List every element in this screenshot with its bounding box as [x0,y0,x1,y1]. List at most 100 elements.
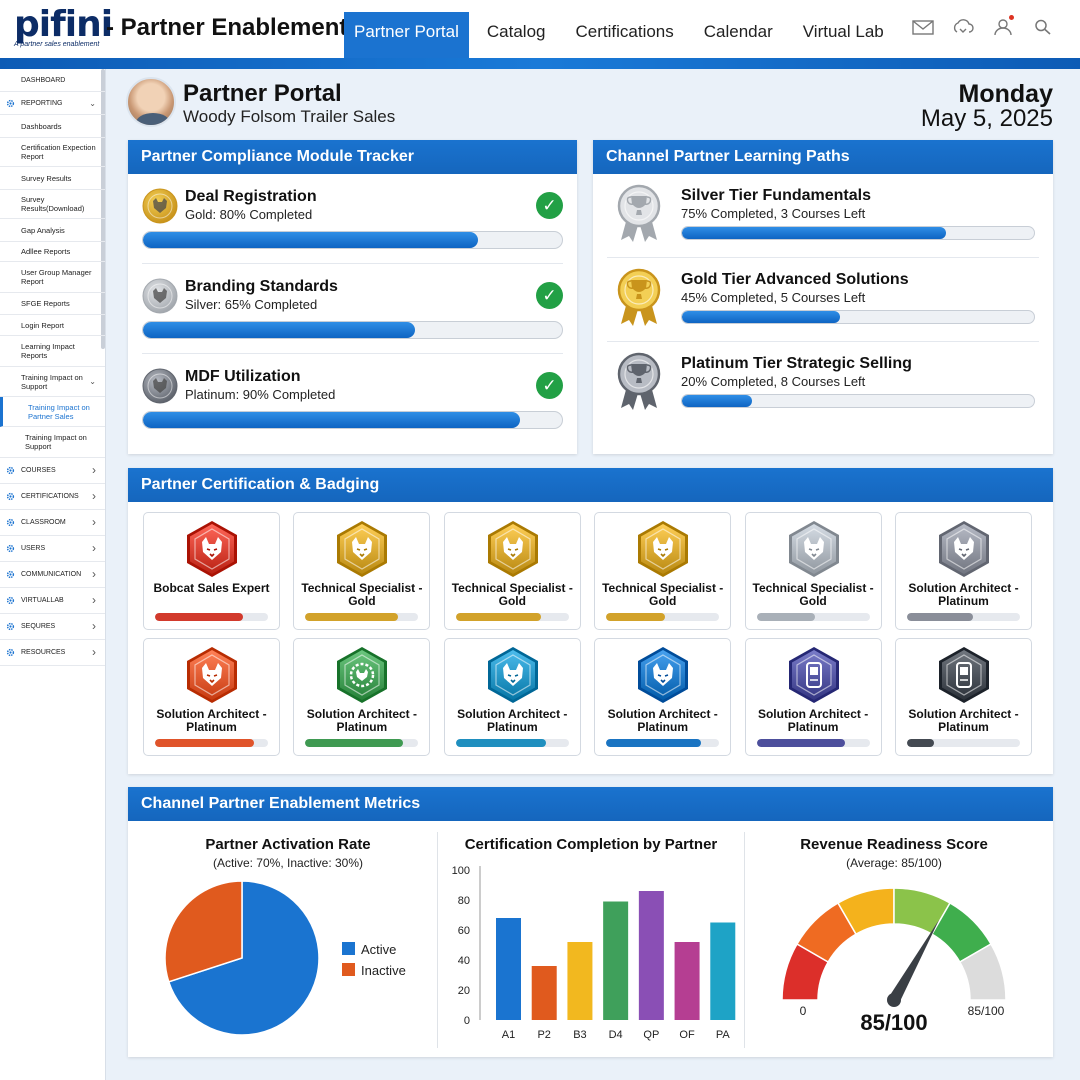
nav-tab-virtual-lab[interactable]: Virtual Lab [802,22,884,41]
certification-badge[interactable]: Solution Architect - Platinum [143,638,280,756]
sidebar-item-resources[interactable]: RESOURCES › [0,640,105,666]
bobcat-icon [788,521,839,577]
x-tick-label: PA [716,1029,731,1041]
learning-paths-heading: Channel Partner Learning Paths [593,140,1053,174]
chevron-right-icon: › [92,515,96,529]
sidebar-item-classroom[interactable]: CLASSROOM › [0,510,105,536]
pie-slice-inactive[interactable] [164,880,243,983]
device-icon [788,647,839,703]
sidebar-item-certification-expection-report[interactable]: Certification Expection Report [0,138,105,167]
chevron-down-icon: ⌄ [89,98,96,108]
gear-icon [6,622,15,631]
sidebar-item-label: RESOURCES [21,649,66,656]
sidebar-item-courses[interactable]: COURSES › [0,458,105,484]
sidebar-item-adllee-reports[interactable]: Adllee Reports [0,242,105,262]
sidebar-item-survey-results-download-[interactable]: Survey Results(Download) [0,190,105,219]
bar-of[interactable] [674,942,700,1020]
learning-path-progress-bar [681,226,1035,240]
main-nav: Partner Portal Catalog Certifications Calen… [344,12,902,60]
bar-p2[interactable] [531,966,557,1020]
sidebar-item-certifications[interactable]: CERTIFICATIONS › [0,484,105,510]
sidebar-item-user-group-manager-report[interactable]: User Group Manager Report [0,262,105,293]
gear-icon [6,99,15,107]
x-tick-label: P2 [537,1029,550,1041]
metrics-divider [437,832,438,1048]
bar-chart-title: Certification Completion by Partner [464,836,718,853]
certification-badge[interactable]: Technical Specialist - Gold [744,512,882,630]
learning-path-title: Gold Tier Advanced Solutions [681,271,909,288]
gauge-title: Revenue Readiness Score [800,836,988,853]
pifini-logo[interactable]: pifini A partner sales enablement [14,7,113,50]
checkmark-icon: ✓ [536,372,563,399]
x-tick-label: B3 [573,1029,586,1041]
learning-path[interactable]: Silver Tier Fundamentals 75% Completed, 3… [607,174,1039,258]
avatar[interactable] [126,77,176,127]
trophy-ribbon-icon [617,184,661,242]
certification-badge[interactable]: Technical Specialist - Gold [293,512,431,630]
bar-qp[interactable] [638,891,664,1020]
sidebar-item-training-impact-on-support[interactable]: Training Impact on Support [0,427,105,458]
sidebar-item-users[interactable]: USERS › [0,536,105,562]
bar-b3[interactable] [567,942,593,1020]
bar-pa[interactable] [710,922,736,1021]
badge-progress-bar [756,739,870,747]
learning-path[interactable]: Gold Tier Advanced Solutions 45% Complete… [607,258,1039,342]
search-icon[interactable] [1032,18,1054,36]
certification-badge[interactable]: Solution Architect - Platinum [895,512,1032,630]
nav-tab-partner-portal[interactable]: Partner Portal [344,12,469,60]
sidebar-item-survey-results[interactable]: Survey Results [0,167,105,190]
sidebar-item-training-impact-on-support[interactable]: Training Impact on Support ⌄ [0,367,105,397]
nav-tab-calendar[interactable]: Calendar [703,22,773,41]
sidebar-item-label: COMMUNICATION [21,571,82,578]
bar-d4[interactable] [603,901,629,1021]
gear-icon [6,648,15,657]
sidebar-item-virtuallab[interactable]: VIRTUALLAB › [0,588,105,614]
learning-path[interactable]: Platinum Tier Strategic Selling 20% Compl… [607,342,1039,426]
badge-label: Solution Architect - Platinum [908,707,1019,734]
user-icon[interactable] [992,15,1014,36]
module-progress-fill [143,412,521,428]
certification-badge[interactable]: Solution Architect - Platinum [744,638,882,756]
bobcat-icon [337,521,388,577]
gear-icon [6,492,15,501]
compliance-module-list: Deal Registration Gold: 80% Completed ✓ Bra… [128,174,577,454]
bar-a1[interactable] [496,918,521,1020]
learning-path-progress-fill [682,395,753,407]
mail-icon[interactable] [912,18,934,36]
sidebar-item-sequres[interactable]: SEQURES › [0,614,105,640]
certification-badge[interactable]: Solution Architect - Platinum [594,638,732,756]
certification-badge[interactable]: Technical Specialist - Gold [443,512,581,630]
sidebar-item-communication[interactable]: COMMUNICATION › [0,562,105,588]
pie-slice-active[interactable] [167,880,320,1036]
badge-progress-bar [907,613,1020,621]
compliance-tracker-heading: Partner Compliance Module Tracker [128,140,577,174]
sidebar-item-learning-impact-reports[interactable]: Learning Impact Reports [0,336,105,367]
checkmark-icon: ✓ [536,282,563,309]
legend-swatch [342,942,355,955]
badge-progress-bar [907,739,1020,747]
gauge-needle-hub [887,993,901,1007]
certification-badge[interactable]: Technical Specialist - Gold [594,512,732,630]
certification-badge[interactable]: Solution Architect - Platinum [293,638,431,756]
sidebar-item-sfge-reports[interactable]: SFGE Reports [0,293,105,315]
certification-badge[interactable]: Bobcat Sales Expert [143,512,280,630]
nav-tab-catalog[interactable]: Catalog [486,22,546,41]
module-progress-bar [142,411,563,429]
bobcat-medal-icon [142,368,178,404]
certification-badge[interactable]: Solution Architect - Platinum [895,638,1032,756]
certification-badge[interactable]: Solution Architect - Platinum [443,638,581,756]
sidebar-item-dashboard[interactable]: DASHBOARD [0,69,105,92]
sidebar-item-dashboards[interactable]: Dashboards [0,115,105,138]
sidebar-item-training-impact-on-partner-sales[interactable]: Training Impact on Partner Sales [0,397,105,427]
cloud-sync-icon[interactable] [952,18,974,36]
chevron-down-icon: ⌄ [89,377,96,386]
sidebar-item-login-report[interactable]: Login Report [0,315,105,336]
sidebar-item-reporting[interactable]: REPORTING ⌄ [0,92,105,115]
nav-tab-certifications[interactable]: Certifications [575,22,674,41]
learning-path-status: 75% Completed, 3 Courses Left [681,206,866,221]
bobcat-icon [487,521,538,577]
badge-progress-bar [305,739,419,747]
sidebar-item-gap-analysis[interactable]: Gap Analysis [0,219,105,242]
module-progress-bar [142,321,563,339]
sidebar-scrollbar[interactable] [101,69,105,349]
